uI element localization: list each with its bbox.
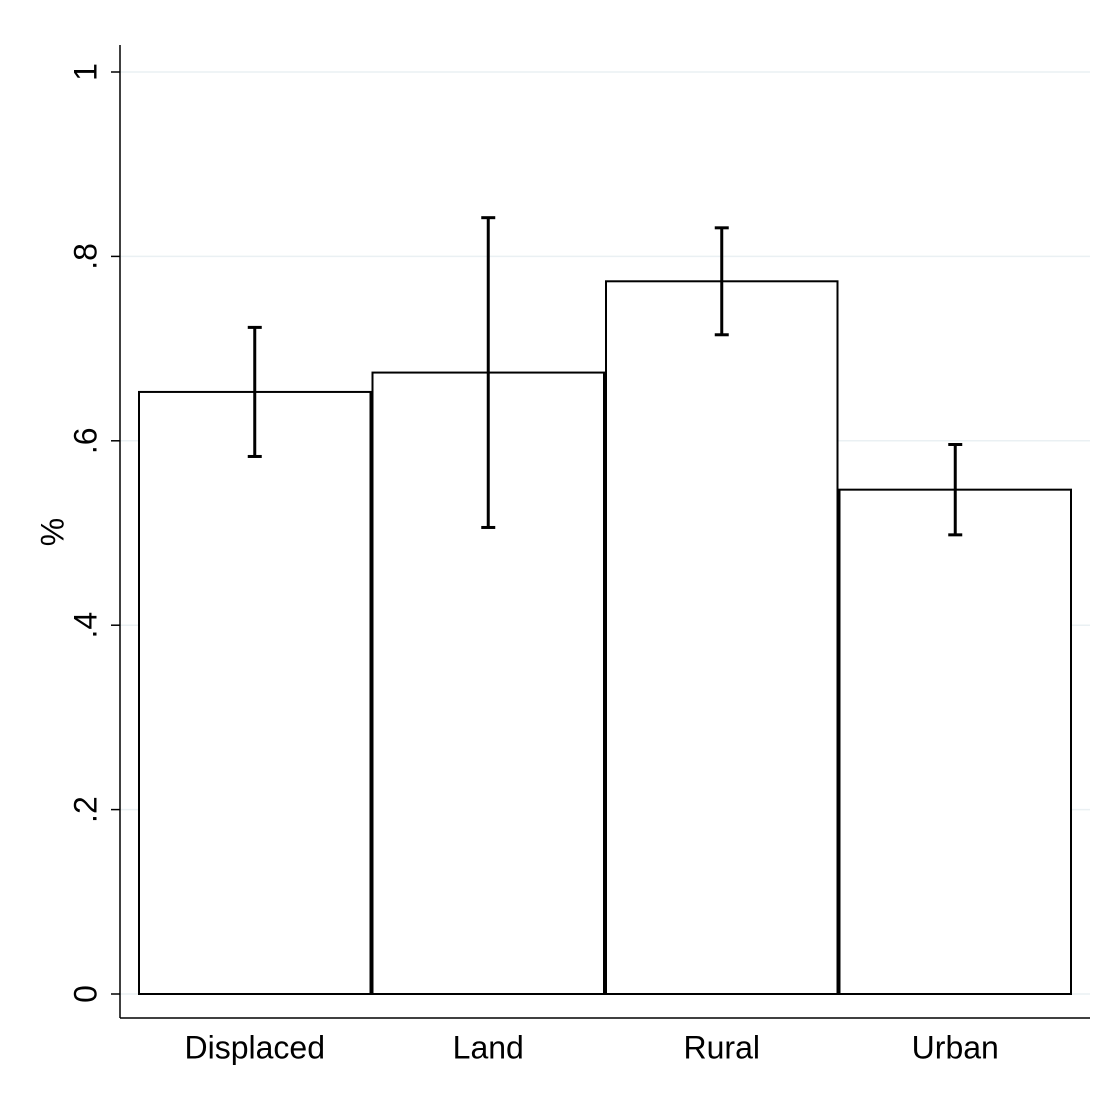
bar xyxy=(605,280,839,995)
bar xyxy=(138,390,372,995)
error-bar xyxy=(247,325,262,458)
error-bar xyxy=(714,226,729,337)
y-tick-label: .4 xyxy=(67,612,103,639)
y-tick-label: 1 xyxy=(67,63,103,81)
x-tick-label: Rural xyxy=(684,1029,760,1065)
x-tick-label: Urban xyxy=(912,1029,999,1065)
error-bar xyxy=(481,216,496,529)
x-tick-label: Land xyxy=(453,1029,524,1065)
error-bar xyxy=(948,442,963,537)
y-tick-label: .8 xyxy=(67,243,103,270)
y-tick-label: 0 xyxy=(67,985,103,1003)
x-tick-label: Displaced xyxy=(184,1029,325,1065)
bar xyxy=(838,488,1072,995)
y-tick-label: .2 xyxy=(67,796,103,823)
y-axis-label: % xyxy=(34,518,70,546)
y-tick-label: .6 xyxy=(67,427,103,454)
